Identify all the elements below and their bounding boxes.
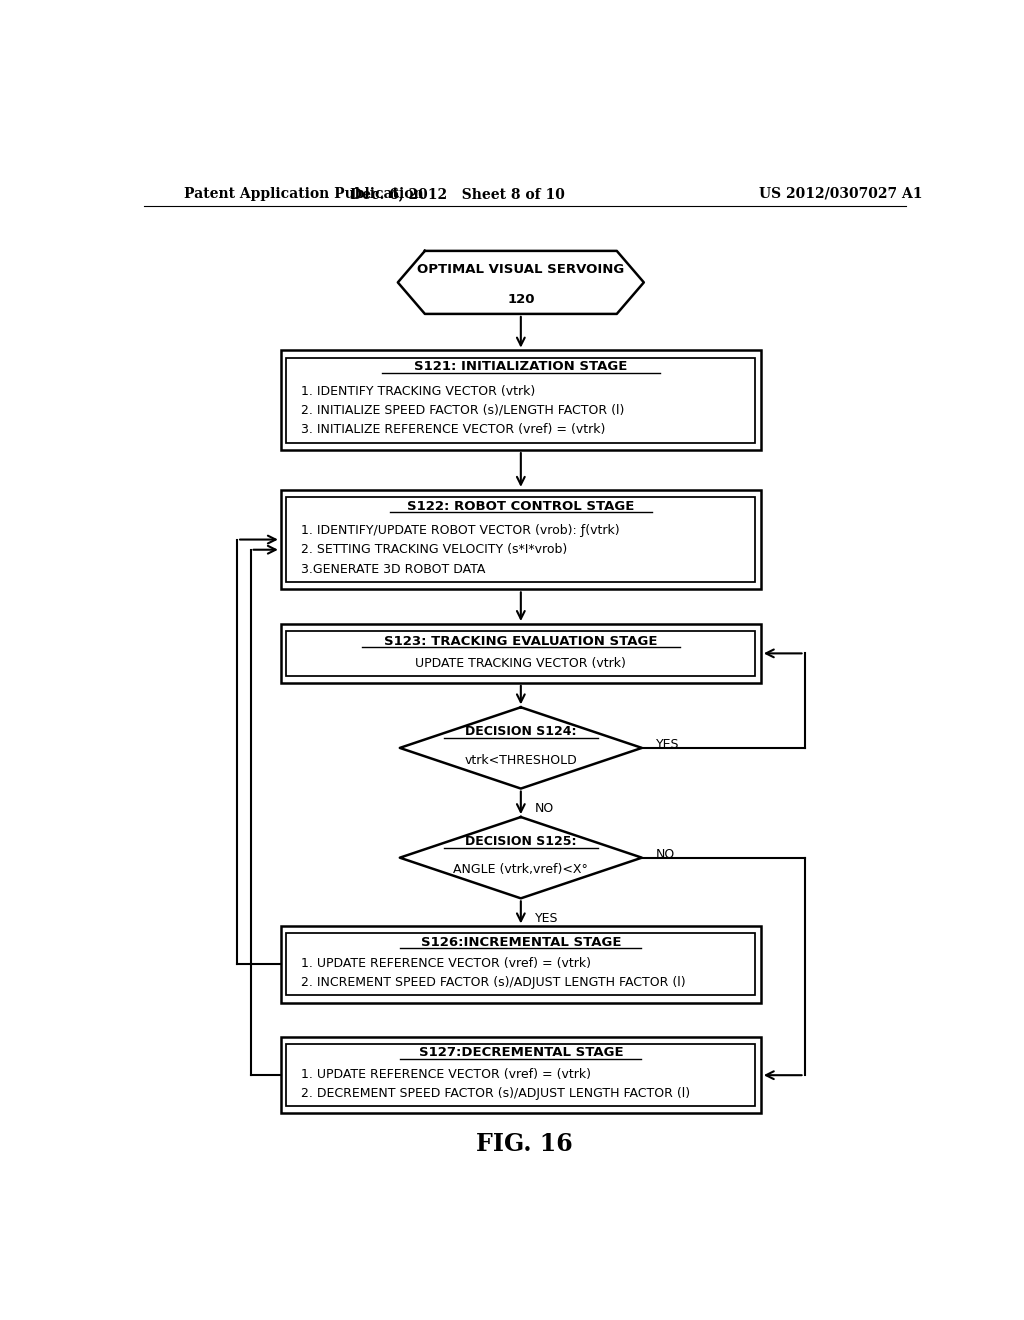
Text: 2. INCREMENT SPEED FACTOR (s)/ADJUST LENGTH FACTOR (l): 2. INCREMENT SPEED FACTOR (s)/ADJUST LEN…: [301, 977, 685, 989]
Text: YES: YES: [536, 912, 559, 925]
Text: Dec. 6, 2012   Sheet 8 of 10: Dec. 6, 2012 Sheet 8 of 10: [350, 187, 565, 201]
Text: S122: ROBOT CONTROL STAGE: S122: ROBOT CONTROL STAGE: [408, 499, 635, 512]
Bar: [281, 351, 761, 450]
Text: ANGLE (vtrk,vref)<X°: ANGLE (vtrk,vref)<X°: [454, 863, 588, 876]
Text: YES: YES: [656, 738, 680, 751]
Bar: [287, 933, 756, 995]
Text: vtrk<THRESHOLD: vtrk<THRESHOLD: [465, 754, 578, 767]
Text: S126:INCREMENTAL STAGE: S126:INCREMENTAL STAGE: [421, 936, 622, 949]
Text: US 2012/0307027 A1: US 2012/0307027 A1: [759, 187, 923, 201]
Text: NO: NO: [656, 849, 676, 861]
Bar: [281, 490, 761, 589]
Bar: [281, 927, 761, 1002]
Bar: [281, 1038, 761, 1113]
Text: FIG. 16: FIG. 16: [476, 1133, 573, 1156]
Text: NO: NO: [536, 803, 554, 816]
Text: DECISION S124:: DECISION S124:: [465, 725, 577, 738]
Text: 2. DECREMENT SPEED FACTOR (s)/ADJUST LENGTH FACTOR (l): 2. DECREMENT SPEED FACTOR (s)/ADJUST LEN…: [301, 1086, 690, 1100]
Text: S123: TRACKING EVALUATION STAGE: S123: TRACKING EVALUATION STAGE: [384, 635, 657, 648]
Bar: [281, 624, 761, 682]
Text: 2. SETTING TRACKING VELOCITY (s*I*vrob): 2. SETTING TRACKING VELOCITY (s*I*vrob): [301, 544, 567, 556]
Text: DECISION S125:: DECISION S125:: [465, 836, 577, 847]
Text: 3.GENERATE 3D ROBOT DATA: 3.GENERATE 3D ROBOT DATA: [301, 562, 485, 576]
Text: 1. IDENTIFY TRACKING VECTOR (vtrk): 1. IDENTIFY TRACKING VECTOR (vtrk): [301, 384, 535, 397]
Text: S127:DECREMENTAL STAGE: S127:DECREMENTAL STAGE: [419, 1047, 624, 1060]
Bar: [287, 358, 756, 444]
Text: 1. IDENTIFY/UPDATE ROBOT VECTOR (vrob): ƒ(vtrk): 1. IDENTIFY/UPDATE ROBOT VECTOR (vrob): …: [301, 524, 620, 537]
Text: 3. INITIALIZE REFERENCE VECTOR (vref) = (vtrk): 3. INITIALIZE REFERENCE VECTOR (vref) = …: [301, 424, 605, 437]
Bar: [287, 631, 756, 676]
Text: 1. UPDATE REFERENCE VECTOR (vref) = (vtrk): 1. UPDATE REFERENCE VECTOR (vref) = (vtr…: [301, 1068, 591, 1081]
Bar: [287, 1044, 756, 1106]
Bar: [287, 496, 756, 582]
Text: OPTIMAL VISUAL SERVOING: OPTIMAL VISUAL SERVOING: [417, 263, 625, 276]
Text: S121: INITIALIZATION STAGE: S121: INITIALIZATION STAGE: [414, 360, 628, 374]
Text: 1. UPDATE REFERENCE VECTOR (vref) = (vtrk): 1. UPDATE REFERENCE VECTOR (vref) = (vtr…: [301, 957, 591, 970]
Text: Patent Application Publication: Patent Application Publication: [183, 187, 423, 201]
Text: 2. INITIALIZE SPEED FACTOR (s)/LENGTH FACTOR (l): 2. INITIALIZE SPEED FACTOR (s)/LENGTH FA…: [301, 404, 624, 417]
Text: UPDATE TRACKING VECTOR (vtrk): UPDATE TRACKING VECTOR (vtrk): [416, 657, 627, 671]
Text: 120: 120: [507, 293, 535, 306]
